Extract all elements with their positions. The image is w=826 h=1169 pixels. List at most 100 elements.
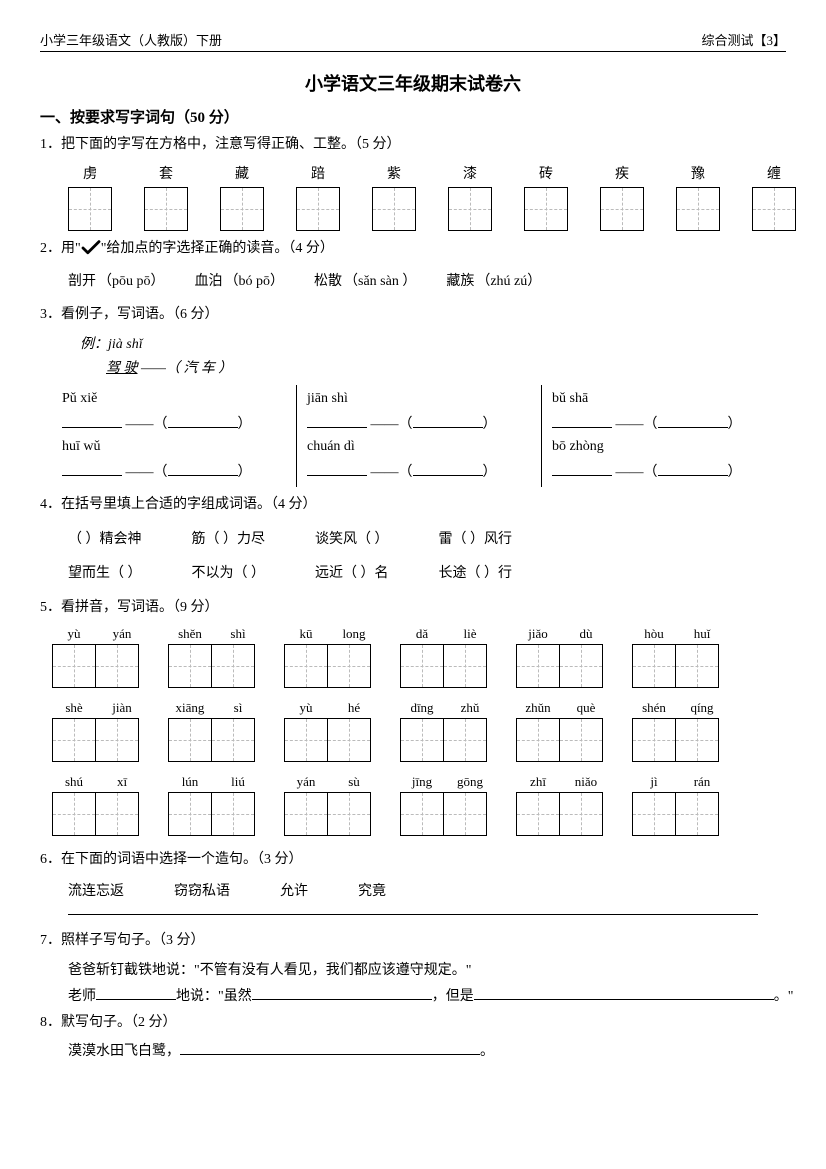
writing-box[interactable] — [752, 187, 796, 231]
q4-word[interactable]: 谈笑风（ ） — [315, 532, 389, 547]
q5-pinyin: shénqíng — [632, 700, 724, 716]
writing-box[interactable] — [284, 644, 328, 688]
writing-box[interactable] — [168, 792, 212, 836]
q3-assoc-blank[interactable] — [658, 462, 728, 476]
writing-box[interactable] — [284, 792, 328, 836]
writing-box[interactable] — [211, 644, 255, 688]
q5-word-col: dǎliè — [400, 626, 492, 688]
q5-pinyin: hòuhuǐ — [632, 626, 724, 642]
q7-blank1[interactable] — [96, 986, 176, 1000]
q7-blank2[interactable] — [252, 986, 432, 1000]
q3-word-blank[interactable] — [307, 414, 367, 428]
writing-box[interactable] — [443, 792, 487, 836]
writing-box[interactable] — [400, 644, 444, 688]
writing-box[interactable] — [675, 644, 719, 688]
writing-box[interactable] — [516, 792, 560, 836]
q6-write-line[interactable] — [68, 914, 758, 915]
writing-box[interactable] — [676, 187, 720, 231]
q4-word[interactable]: 望而生（ ） — [68, 566, 142, 581]
q4-word[interactable]: 雷（ ）风行 — [439, 532, 513, 547]
q5-word-col: jīnggōng — [400, 774, 492, 836]
q5-word-col: kūlong — [284, 626, 376, 688]
writing-box[interactable] — [443, 718, 487, 762]
q5-boxes — [168, 644, 255, 688]
writing-box[interactable] — [327, 718, 371, 762]
q8-blank[interactable] — [180, 1041, 480, 1055]
writing-box[interactable] — [516, 644, 560, 688]
q3-word-blank[interactable] — [307, 462, 367, 476]
pinyin-choice[interactable]: （pōu pō） — [98, 274, 165, 289]
q1-char-label: 砖 — [539, 163, 553, 181]
writing-box[interactable] — [675, 718, 719, 762]
writing-box[interactable] — [211, 792, 255, 836]
q3-assoc-blank[interactable] — [413, 414, 483, 428]
q3-word-blank[interactable] — [62, 414, 122, 428]
pinyin-choice[interactable]: （zhú zú） — [476, 274, 541, 289]
writing-box[interactable] — [52, 792, 96, 836]
q4-word[interactable]: 远近（ ）名 — [315, 566, 389, 581]
writing-box[interactable] — [168, 718, 212, 762]
writing-box[interactable] — [443, 644, 487, 688]
writing-box[interactable] — [95, 718, 139, 762]
q3-word-blank[interactable] — [552, 462, 612, 476]
q5-boxes — [516, 644, 603, 688]
dotted-char: 散 — [328, 274, 342, 289]
writing-box[interactable] — [516, 718, 560, 762]
q7-blank3[interactable] — [474, 986, 774, 1000]
q6-word: 允许 — [280, 884, 308, 899]
q4-word[interactable]: （ ）精会神 — [68, 532, 142, 547]
q5-pinyin: zhǔnquè — [516, 700, 608, 716]
q1-char-label: 缠 — [767, 163, 781, 181]
writing-box[interactable] — [68, 187, 112, 231]
q5-boxes — [632, 792, 719, 836]
writing-box[interactable] — [95, 792, 139, 836]
writing-box[interactable] — [211, 718, 255, 762]
q7-text: 7．照样子写句子。（3 分） — [40, 929, 786, 953]
writing-box[interactable] — [400, 718, 444, 762]
q2-item: 血泊（bó pō） — [195, 274, 285, 289]
writing-box[interactable] — [296, 187, 340, 231]
q2-item: 藏族（zhú zú） — [446, 274, 541, 289]
q3-fill-line: ——（） — [62, 461, 286, 481]
writing-box[interactable] — [632, 792, 676, 836]
pinyin-choice[interactable]: （sǎn sàn ） — [344, 274, 416, 289]
q4-word[interactable]: 长途（ ）行 — [439, 566, 513, 581]
q5-pinyin: shèjiàn — [52, 700, 144, 716]
writing-box[interactable] — [95, 644, 139, 688]
writing-box[interactable] — [559, 718, 603, 762]
q4-word[interactable]: 筋（ ）力尽 — [192, 532, 266, 547]
writing-box[interactable] — [632, 718, 676, 762]
q3-column: bǔ shā ——（）bō zhòng ——（） — [541, 385, 786, 487]
q3-assoc-blank[interactable] — [413, 462, 483, 476]
q3-assoc-blank[interactable] — [658, 414, 728, 428]
q5-pinyin: shúxī — [52, 774, 144, 790]
writing-box[interactable] — [220, 187, 264, 231]
writing-box[interactable] — [675, 792, 719, 836]
writing-box[interactable] — [52, 644, 96, 688]
writing-box[interactable] — [559, 644, 603, 688]
pinyin-choice[interactable]: （bó pō） — [225, 274, 285, 289]
writing-box[interactable] — [52, 718, 96, 762]
writing-box[interactable] — [284, 718, 328, 762]
writing-box[interactable] — [327, 792, 371, 836]
q5-boxes — [284, 644, 371, 688]
q5-boxes — [284, 792, 371, 836]
q3-word-blank[interactable] — [62, 462, 122, 476]
q1-char-col: 踣 — [296, 163, 340, 231]
writing-box[interactable] — [632, 644, 676, 688]
q5-row: yùyánshěnshìkūlongdǎlièjiǎodùhòuhuǐ — [52, 626, 786, 688]
writing-box[interactable] — [144, 187, 188, 231]
q3-word-blank[interactable] — [552, 414, 612, 428]
writing-box[interactable] — [400, 792, 444, 836]
writing-box[interactable] — [600, 187, 644, 231]
q3-assoc-blank[interactable] — [168, 462, 238, 476]
q4-word[interactable]: 不以为（ ） — [192, 566, 266, 581]
q3-assoc-blank[interactable] — [168, 414, 238, 428]
q3-columns: Pǔ xiě ——（）huī wǔ ——（）jiān shì ——（）chuán… — [52, 385, 786, 487]
writing-box[interactable] — [448, 187, 492, 231]
writing-box[interactable] — [372, 187, 416, 231]
writing-box[interactable] — [559, 792, 603, 836]
writing-box[interactable] — [168, 644, 212, 688]
writing-box[interactable] — [524, 187, 568, 231]
writing-box[interactable] — [327, 644, 371, 688]
